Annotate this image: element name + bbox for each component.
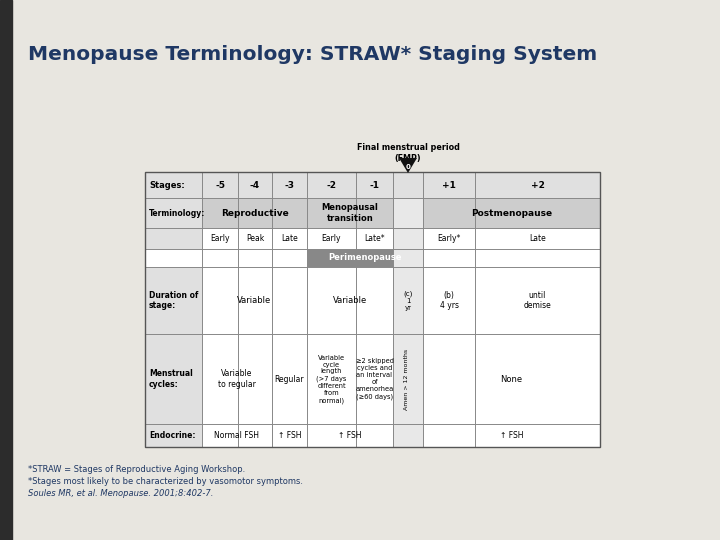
Text: Menopause Terminology: STRAW* Staging System: Menopause Terminology: STRAW* Staging Sy… bbox=[28, 45, 598, 64]
Bar bbox=[145, 334, 202, 424]
Text: Endocrine:: Endocrine: bbox=[149, 431, 196, 440]
Text: Late: Late bbox=[529, 234, 546, 243]
Bar bbox=[0, 0, 12, 540]
Bar bbox=[202, 198, 307, 228]
Text: -4: -4 bbox=[250, 180, 260, 190]
Bar bbox=[145, 228, 202, 249]
Text: (c)
1
yr: (c) 1 yr bbox=[403, 291, 413, 310]
Bar bbox=[307, 249, 423, 267]
Polygon shape bbox=[399, 158, 417, 173]
Text: Late*: Late* bbox=[364, 234, 384, 243]
Bar bbox=[145, 172, 600, 447]
Text: -5: -5 bbox=[215, 180, 225, 190]
Bar bbox=[423, 198, 600, 228]
Text: 0: 0 bbox=[405, 164, 410, 170]
Text: Early: Early bbox=[322, 234, 341, 243]
Text: -1: -1 bbox=[369, 180, 379, 190]
Text: until
demise: until demise bbox=[523, 291, 552, 310]
Text: Early: Early bbox=[210, 234, 230, 243]
Text: Postmenopause: Postmenopause bbox=[471, 208, 552, 218]
Text: Stages:: Stages: bbox=[149, 180, 185, 190]
Text: ≥2 skipped
cycles and
an interval
of
amenorhea
(≥60 days): ≥2 skipped cycles and an interval of ame… bbox=[356, 358, 394, 400]
Bar bbox=[393, 198, 423, 228]
Text: (b)
4 yrs: (b) 4 yrs bbox=[439, 291, 459, 310]
Bar bbox=[145, 172, 600, 198]
Text: -3: -3 bbox=[284, 180, 294, 190]
Text: +2: +2 bbox=[531, 180, 544, 190]
Text: Duration of
stage:: Duration of stage: bbox=[149, 291, 199, 310]
Text: Variable: Variable bbox=[333, 296, 367, 305]
Text: Late: Late bbox=[281, 234, 298, 243]
Text: Regular: Regular bbox=[275, 375, 305, 383]
Text: ↑ FSH: ↑ FSH bbox=[278, 431, 301, 440]
Text: Menopausal
transition: Menopausal transition bbox=[322, 203, 379, 222]
Text: Peak: Peak bbox=[246, 234, 264, 243]
Text: Variable
cycle
length
(>7 days
different
from
normal): Variable cycle length (>7 days different… bbox=[316, 354, 347, 403]
Text: Amen > 12 months: Amen > 12 months bbox=[405, 348, 410, 409]
Text: -2: -2 bbox=[326, 180, 336, 190]
Text: Variable
to regular: Variable to regular bbox=[218, 369, 256, 389]
Text: Reproductive: Reproductive bbox=[220, 208, 289, 218]
Bar bbox=[145, 172, 600, 447]
Text: ↑ FSH: ↑ FSH bbox=[338, 431, 361, 440]
Text: None: None bbox=[500, 375, 523, 383]
Bar bbox=[145, 267, 202, 334]
Text: +1: +1 bbox=[442, 180, 456, 190]
Text: Final menstrual period
(FMP): Final menstrual period (FMP) bbox=[356, 143, 459, 163]
Text: Terminology:: Terminology: bbox=[149, 208, 205, 218]
Text: Soules MR, et al. Menopause. 2001;8:402-7.: Soules MR, et al. Menopause. 2001;8:402-… bbox=[28, 489, 213, 498]
Bar bbox=[145, 424, 202, 447]
Text: *Stages most likely to be characterized by vasomotor symptoms.: *Stages most likely to be characterized … bbox=[28, 477, 303, 487]
Bar bbox=[307, 198, 393, 228]
Bar bbox=[393, 198, 423, 447]
Bar bbox=[145, 198, 202, 228]
Text: ↑ FSH: ↑ FSH bbox=[500, 431, 523, 440]
Text: Variable: Variable bbox=[238, 296, 271, 305]
Text: Early*: Early* bbox=[437, 234, 461, 243]
Text: Normal FSH: Normal FSH bbox=[215, 431, 259, 440]
Text: *STRAW = Stages of Reproductive Aging Workshop.: *STRAW = Stages of Reproductive Aging Wo… bbox=[28, 465, 246, 475]
Text: Perimenopause: Perimenopause bbox=[328, 253, 402, 262]
Text: Menstrual
cycles:: Menstrual cycles: bbox=[149, 369, 193, 389]
